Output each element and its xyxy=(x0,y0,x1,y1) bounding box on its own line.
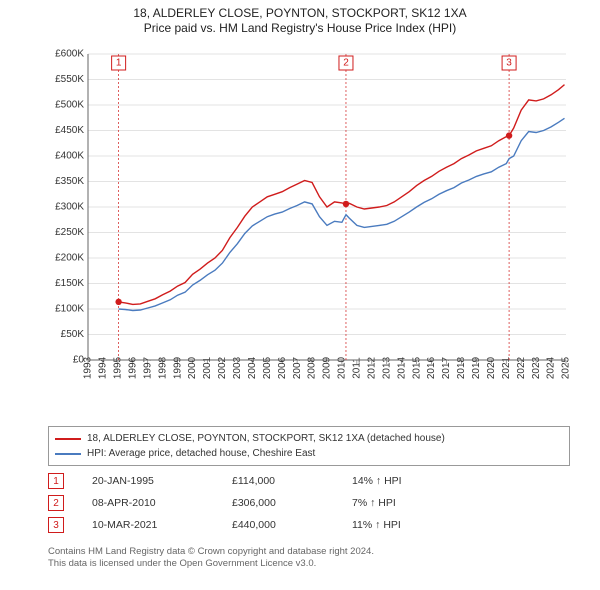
sale-date-2: 08-APR-2010 xyxy=(92,497,232,509)
sale-date-3: 10-MAR-2021 xyxy=(92,519,232,531)
sales-table: 1 20-JAN-1995 £114,000 14% ↑ HPI 2 08-AP… xyxy=(48,470,568,536)
title-line-2: Price paid vs. HM Land Registry's House … xyxy=(0,21,600,36)
legend-item-hpi: HPI: Average price, detached house, Ches… xyxy=(55,446,563,461)
chart-container: 18, ALDERLEY CLOSE, POYNTON, STOCKPORT, … xyxy=(0,0,600,590)
svg-text:1: 1 xyxy=(116,58,122,69)
sale-hpi-1: 14% ↑ HPI xyxy=(352,475,462,487)
sale-row-1: 1 20-JAN-1995 £114,000 14% ↑ HPI xyxy=(48,470,568,492)
sale-date-1: 20-JAN-1995 xyxy=(92,475,232,487)
footnote-line-2: This data is licensed under the Open Gov… xyxy=(48,558,374,570)
legend-item-property: 18, ALDERLEY CLOSE, POYNTON, STOCKPORT, … xyxy=(55,431,563,446)
footnote-line-1: Contains HM Land Registry data © Crown c… xyxy=(48,546,374,558)
sale-marker-3: 3 xyxy=(48,517,64,533)
sale-price-3: £440,000 xyxy=(232,519,352,531)
sale-hpi-3: 11% ↑ HPI xyxy=(352,519,462,531)
legend-label-property: 18, ALDERLEY CLOSE, POYNTON, STOCKPORT, … xyxy=(87,431,445,446)
svg-text:£350K: £350K xyxy=(55,176,84,187)
svg-text:3: 3 xyxy=(506,58,512,69)
svg-text:£450K: £450K xyxy=(55,125,84,136)
svg-text:£50K: £50K xyxy=(61,329,85,340)
svg-text:£550K: £550K xyxy=(55,74,84,85)
title-block: 18, ALDERLEY CLOSE, POYNTON, STOCKPORT, … xyxy=(0,0,600,36)
svg-text:£600K: £600K xyxy=(55,49,84,60)
sale-hpi-2: 7% ↑ HPI xyxy=(352,497,462,509)
legend-swatch-property xyxy=(55,438,81,440)
svg-text:£100K: £100K xyxy=(55,304,84,315)
legend: 18, ALDERLEY CLOSE, POYNTON, STOCKPORT, … xyxy=(48,426,570,466)
legend-label-hpi: HPI: Average price, detached house, Ches… xyxy=(87,446,315,461)
svg-text:£150K: £150K xyxy=(55,278,84,289)
svg-text:2: 2 xyxy=(343,58,349,69)
sale-marker-1: 1 xyxy=(48,473,64,489)
sale-row-2: 2 08-APR-2010 £306,000 7% ↑ HPI xyxy=(48,492,568,514)
title-line-1: 18, ALDERLEY CLOSE, POYNTON, STOCKPORT, … xyxy=(0,6,600,21)
svg-text:£500K: £500K xyxy=(55,100,84,111)
sale-price-2: £306,000 xyxy=(232,497,352,509)
svg-text:£300K: £300K xyxy=(55,202,84,213)
footnote: Contains HM Land Registry data © Crown c… xyxy=(48,546,374,571)
svg-text:£250K: £250K xyxy=(55,227,84,238)
sale-price-1: £114,000 xyxy=(232,475,352,487)
svg-text:£200K: £200K xyxy=(55,253,84,264)
chart-svg: £0£50K£100K£150K£200K£250K£300K£350K£400… xyxy=(48,48,574,408)
sale-row-3: 3 10-MAR-2021 £440,000 11% ↑ HPI xyxy=(48,514,568,536)
legend-swatch-hpi xyxy=(55,453,81,455)
chart-plot-area: £0£50K£100K£150K£200K£250K£300K£350K£400… xyxy=(48,48,574,408)
svg-text:£400K: £400K xyxy=(55,151,84,162)
sale-marker-2: 2 xyxy=(48,495,64,511)
